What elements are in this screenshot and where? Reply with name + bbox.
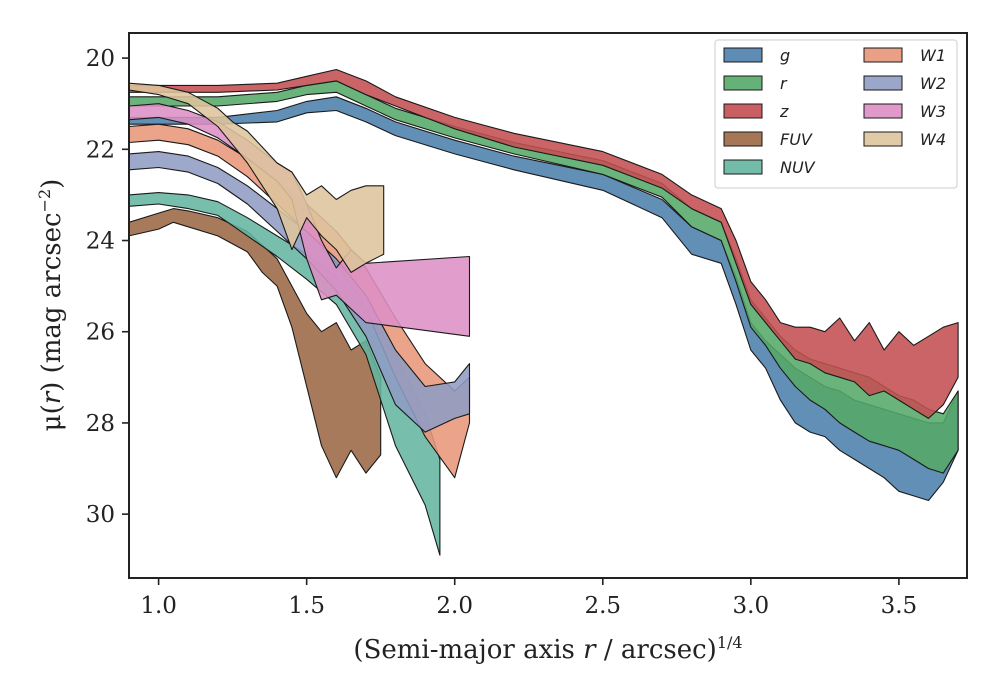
legend-swatch-w2	[863, 75, 903, 91]
legend-label-w3: W3	[920, 102, 946, 121]
y-tick-label: 20	[86, 46, 115, 72]
legend-swatch-g	[723, 47, 763, 63]
legend-swatch-w3	[863, 103, 903, 119]
y-tick-label: 30	[86, 502, 115, 528]
legend-label-w2: W2	[920, 74, 946, 93]
legend: grz FUV NUV W1 W2 W3 W4	[714, 39, 958, 189]
band-w4	[128, 82, 385, 273]
legend-swatch-w4	[863, 131, 903, 147]
legend-label-r: r	[780, 74, 788, 93]
x-tick-label: 2.0	[436, 593, 473, 619]
y-axis-label: μ(r) (mag arcsec−2)	[35, 179, 67, 432]
legend-label-g: g	[780, 46, 790, 65]
legend-swatch-w1	[863, 47, 903, 63]
legend-label-z: z	[779, 102, 789, 121]
y-axis: 20 22 24 26 28 30	[86, 46, 129, 528]
legend-swatch-nuv	[723, 159, 763, 175]
band-w2	[128, 151, 471, 433]
legend-label-nuv: NUV	[780, 158, 816, 177]
y-tick-label: 26	[86, 320, 115, 346]
y-tick-label: 24	[86, 229, 115, 255]
y-tick-label: 28	[86, 411, 115, 437]
x-tick-label: 1.0	[140, 593, 177, 619]
legend-label-w4: W4	[920, 130, 946, 149]
x-tick-label: 3.5	[881, 593, 918, 619]
legend-label-w1: W1	[920, 46, 946, 65]
legend-swatch-z	[723, 103, 763, 119]
legend-swatch-fuv	[723, 131, 763, 147]
x-tick-label: 2.5	[584, 593, 621, 619]
band-z	[128, 68, 959, 419]
x-axis: 1.0 1.5 2.0 2.5 3.0 3.5	[140, 578, 917, 619]
x-tick-label: 3.0	[733, 593, 770, 619]
x-axis-label: (Semi-major axis r / arcsec)1/4	[353, 633, 742, 665]
x-tick-label: 1.5	[288, 593, 325, 619]
profile-bands	[128, 68, 959, 556]
y-tick-label: 22	[86, 137, 115, 163]
band-nuv	[128, 192, 441, 556]
legend-label-fuv: FUV	[780, 130, 813, 149]
plot-frame	[128, 32, 968, 579]
legend-swatch-r	[723, 75, 763, 91]
